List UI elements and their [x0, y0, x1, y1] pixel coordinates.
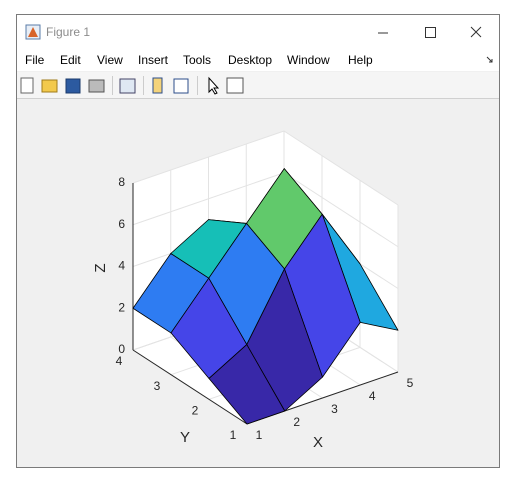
- window-title: Figure 1: [46, 25, 90, 39]
- x-tick-label: 2: [293, 415, 300, 429]
- new-icon[interactable]: [20, 77, 34, 94]
- menu-item[interactable]: Desktop: [228, 53, 272, 67]
- open-icon[interactable]: [41, 79, 58, 93]
- x-tick-label: 3: [331, 402, 338, 416]
- save-icon[interactable]: [65, 78, 81, 94]
- menu-item[interactable]: Insert: [138, 53, 169, 67]
- y-tick-label: 1: [230, 428, 237, 442]
- menu-bar: [17, 49, 499, 71]
- menu: File Edit View Insert Tools Desktop Window Help: [25, 53, 373, 67]
- z-tick-label: 2: [118, 300, 125, 314]
- y-tick-label: 2: [192, 404, 199, 418]
- z-tick-label: 6: [118, 217, 125, 231]
- link-icon[interactable]: [119, 78, 136, 94]
- z-tick-label: 0: [118, 342, 125, 356]
- surface-face: [208, 344, 286, 425]
- y-tick-label: 3: [154, 379, 161, 393]
- title-bar: [17, 15, 499, 49]
- legend-icon[interactable]: [173, 78, 189, 94]
- maximize-button[interactable]: [425, 27, 436, 38]
- y-tick-label: 4: [116, 354, 123, 368]
- x-tick-label: 5: [407, 376, 414, 390]
- menu-item[interactable]: Tools: [183, 53, 211, 67]
- app-icon-glyph: [28, 27, 38, 37]
- menu-item[interactable]: View: [97, 53, 123, 67]
- y-axis: [132, 349, 248, 425]
- grid-line: [132, 130, 399, 206]
- z-axis-label: Z: [92, 263, 109, 272]
- x-axis-label: X: [313, 434, 323, 451]
- z-tick-label: 8: [118, 175, 125, 189]
- menu-item[interactable]: Window: [287, 53, 330, 67]
- menu-item[interactable]: Edit: [60, 53, 81, 67]
- colorbar-icon[interactable]: [152, 77, 163, 94]
- x-tick-label: 1: [256, 428, 263, 442]
- menu-arrow[interactable]: [486, 56, 493, 63]
- inspector-icon[interactable]: [226, 77, 244, 94]
- toolbar-icons: [20, 76, 244, 95]
- print-icon[interactable]: [88, 79, 105, 93]
- z-tick-label: 4: [118, 259, 125, 273]
- y-axis-label: Y: [180, 429, 190, 446]
- close-button[interactable]: [470, 26, 482, 38]
- x-tick-label: 4: [369, 389, 376, 403]
- pointer-icon[interactable]: [208, 76, 220, 95]
- menu-item[interactable]: File: [25, 53, 45, 67]
- menu-item[interactable]: Help: [348, 53, 373, 67]
